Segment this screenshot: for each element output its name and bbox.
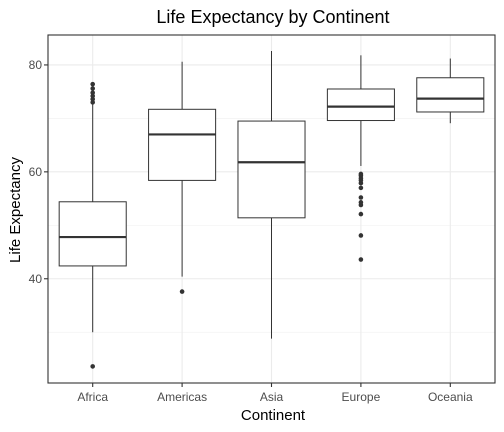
x-axis: Africa Americas Asia Europe Oceania <box>77 383 473 404</box>
outlier-point <box>90 81 95 87</box>
x-tick-label: Americas <box>157 390 207 404</box>
outlier-point <box>358 257 364 262</box>
y-axis: 40 60 80 <box>29 58 48 286</box>
outlier-point <box>358 171 364 177</box>
x-tick-label: Oceania <box>428 390 473 404</box>
box-oceania <box>416 58 485 124</box>
y-tick-label: 60 <box>29 165 43 179</box>
y-axis-title: Life Expectancy <box>7 157 24 263</box>
iqr-box <box>58 201 127 267</box>
x-tick-label: Asia <box>260 390 284 404</box>
iqr-box <box>237 120 306 219</box>
outlier-point <box>90 90 95 96</box>
outlier-point <box>358 200 364 205</box>
outlier-point <box>358 195 364 200</box>
x-axis-title: Continent <box>241 407 306 424</box>
box-europe <box>326 55 395 262</box>
iqr-box <box>148 108 217 181</box>
outlier-point <box>358 233 364 238</box>
box-africa <box>58 81 127 369</box>
outlier-point <box>90 100 95 105</box>
outlier-point <box>90 96 95 102</box>
outlier-point <box>90 86 95 91</box>
iqr-box <box>326 88 395 122</box>
outlier-point <box>90 93 95 99</box>
iqr-box <box>416 77 485 113</box>
x-tick-label: Europe <box>342 390 381 404</box>
outlier-point <box>90 364 95 369</box>
outlier-point <box>179 289 185 294</box>
chart-title: Life Expectancy by Continent <box>156 7 389 27</box>
outlier-point <box>358 211 364 217</box>
boxes <box>58 51 485 369</box>
box-asia <box>237 51 306 339</box>
x-tick-label: Africa <box>77 390 108 404</box>
box-americas <box>148 61 217 294</box>
y-tick-label: 80 <box>29 58 43 72</box>
y-tick-label: 40 <box>29 272 43 286</box>
outlier-point <box>358 185 364 191</box>
